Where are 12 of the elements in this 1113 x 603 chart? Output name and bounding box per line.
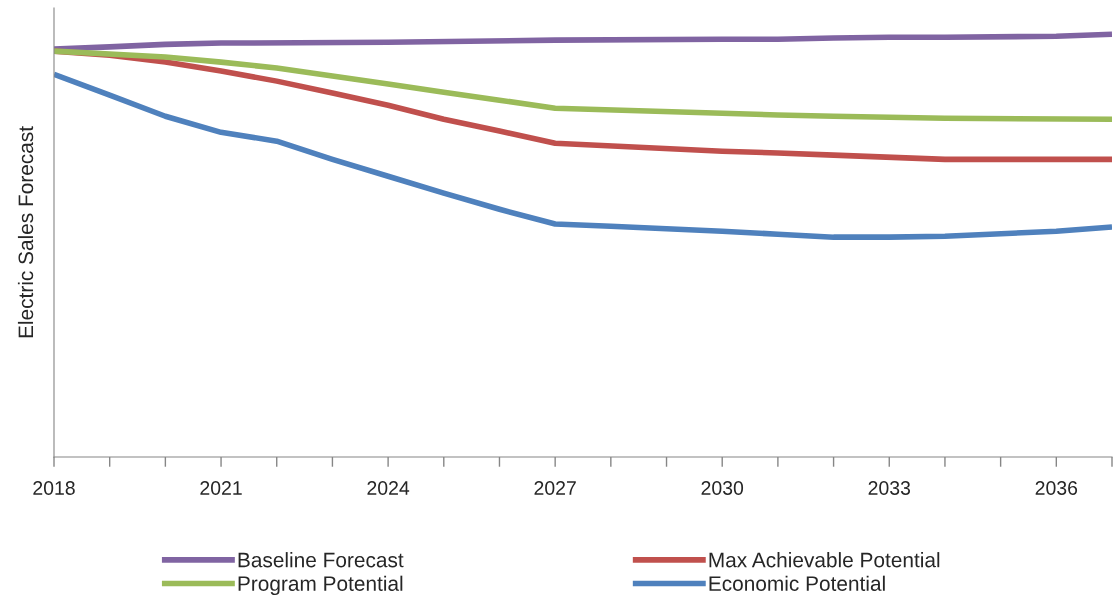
x-tick-label: 2024 — [367, 481, 410, 495]
legend-label: Program Potential — [238, 575, 403, 596]
x-tick-label: 2018 — [33, 481, 75, 495]
x-tick-label: 2036 — [1035, 481, 1078, 495]
legend-label: Max Achievable Potential — [709, 552, 940, 568]
x-tick-label: 2030 — [701, 481, 744, 495]
x-tick-label: 2033 — [868, 481, 911, 495]
legend-label: Baseline Forecast — [238, 552, 404, 568]
x-tick-label: 2027 — [534, 481, 576, 495]
legend-label: Economic Potential — [709, 575, 885, 591]
x-tick-label: 2021 — [200, 481, 242, 495]
y-axis-title: Electric Sales Forecast — [17, 126, 34, 338]
